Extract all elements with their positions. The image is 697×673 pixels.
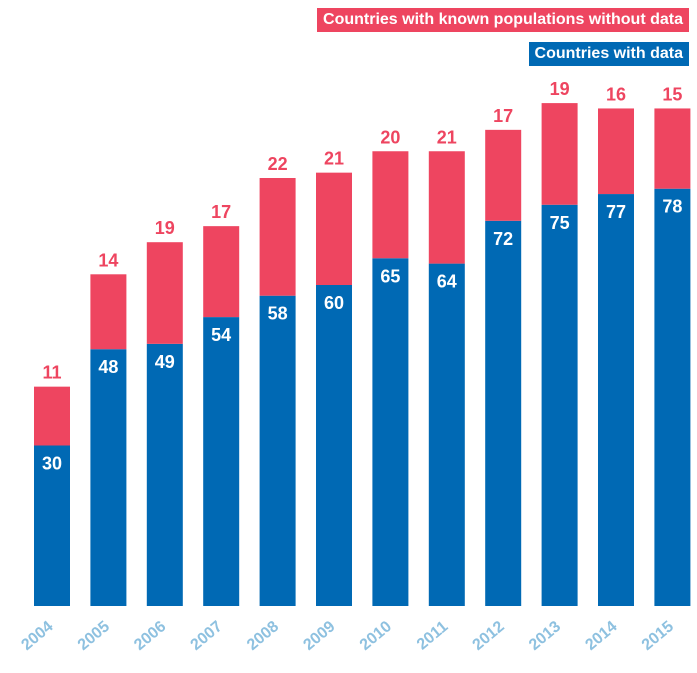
legend-entry-without-data: Countries with known populations without… [317, 8, 689, 32]
bar-with-data-2004 [34, 445, 70, 606]
label-without-data-2006: 19 [155, 218, 175, 238]
label-without-data-2007: 17 [211, 202, 231, 222]
x-tick-label-2010: 2010 [357, 618, 395, 654]
label-without-data-2010: 20 [380, 127, 400, 147]
x-tick-label-2015: 2015 [639, 618, 677, 654]
bar-with-data-2008 [259, 295, 296, 606]
bar-without-data-2006 [146, 242, 183, 344]
bar-with-data-2006 [146, 343, 183, 606]
bar-without-data-2011 [428, 151, 465, 264]
x-tick-label-2004: 2004 [18, 618, 56, 654]
x-tick-label-2014: 2014 [582, 618, 620, 654]
bar-with-data-2013 [541, 204, 578, 606]
label-with-data-2013: 75 [550, 213, 570, 233]
x-tick-label-2008: 2008 [244, 618, 282, 654]
bar-with-data-2014 [598, 194, 634, 607]
x-tick-label-2007: 2007 [188, 618, 226, 654]
label-with-data-2009: 60 [324, 293, 344, 313]
x-tick-label-2011: 2011 [414, 618, 452, 653]
x-tick-label-2006: 2006 [131, 618, 169, 654]
label-without-data-2009: 21 [324, 149, 344, 169]
label-with-data-2014: 77 [606, 202, 626, 222]
bar-with-data-2005 [90, 349, 127, 606]
label-with-data-2011: 64 [437, 272, 457, 292]
bar-without-data-2005 [90, 274, 127, 350]
bar-with-data-2011 [428, 263, 465, 606]
label-with-data-2015: 78 [662, 197, 682, 217]
label-without-data-2004: 11 [42, 363, 61, 383]
label-with-data-2006: 49 [155, 352, 175, 372]
bar-with-data-2010 [372, 258, 409, 606]
label-with-data-2004: 30 [42, 454, 62, 474]
label-without-data-2014: 16 [606, 84, 626, 104]
label-without-data-2008: 22 [268, 154, 288, 174]
bar-without-data-2004 [34, 386, 70, 446]
bar-with-data-2015 [654, 188, 691, 606]
label-with-data-2005: 48 [98, 357, 118, 377]
label-without-data-2012: 17 [493, 106, 513, 126]
bar-with-data-2012 [485, 220, 522, 607]
bar-without-data-2012 [485, 129, 522, 221]
label-with-data-2012: 72 [493, 229, 513, 249]
x-tick-label-2013: 2013 [526, 618, 564, 654]
bar-without-data-2014 [598, 108, 634, 195]
label-without-data-2011: 21 [437, 127, 457, 147]
label-with-data-2007: 54 [211, 325, 231, 345]
bar-without-data-2008 [259, 178, 296, 296]
label-with-data-2010: 65 [380, 266, 400, 286]
x-tick-label-2005: 2005 [75, 618, 113, 654]
bar-without-data-2015 [654, 108, 691, 189]
bar-without-data-2010 [372, 151, 409, 259]
label-without-data-2005: 14 [98, 250, 118, 270]
x-tick-label-2012: 2012 [470, 618, 508, 654]
bar-without-data-2007 [203, 226, 240, 318]
x-tick-label-2009: 2009 [300, 618, 338, 654]
bar-with-data-2009 [316, 285, 352, 606]
legend-entry-with-data: Countries with data [528, 42, 689, 66]
bar-with-data-2007 [203, 317, 240, 606]
label-with-data-2008: 58 [268, 304, 288, 324]
label-without-data-2015: 15 [662, 84, 682, 104]
bar-without-data-2013 [541, 103, 578, 205]
label-without-data-2013: 19 [550, 79, 570, 99]
bar-without-data-2009 [316, 172, 352, 285]
